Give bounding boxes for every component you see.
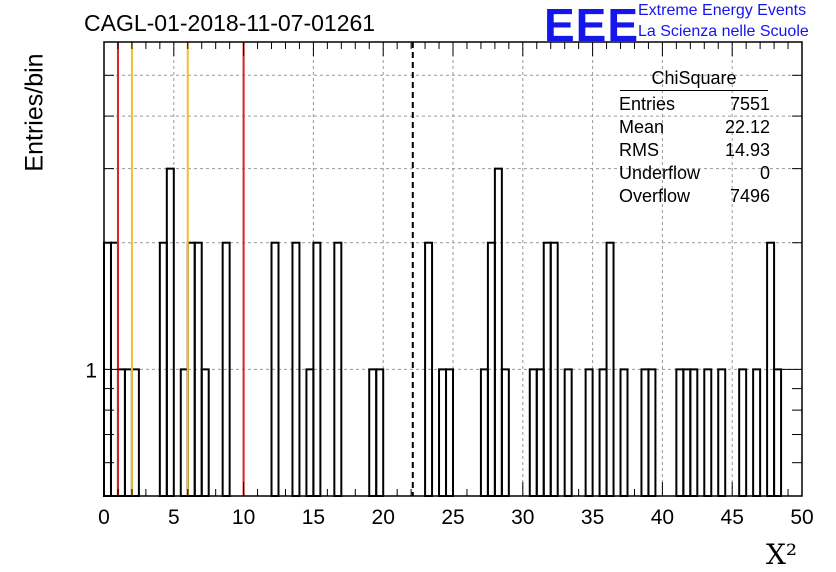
x-tick-label: 10 bbox=[232, 506, 255, 529]
histogram-bin bbox=[738, 368, 748, 497]
histogram-bin bbox=[689, 368, 699, 497]
x-tick-label: 15 bbox=[302, 506, 325, 529]
stats-row: Overflow 7496 bbox=[612, 185, 778, 208]
stats-box: ChiSquare Entries 7551 Mean 22.12 RMS 14.93 Un… bbox=[612, 68, 778, 208]
histogram-bin bbox=[375, 368, 385, 497]
histogram-bin bbox=[130, 368, 140, 497]
stats-label: Overflow bbox=[619, 186, 691, 206]
histogram-bin bbox=[773, 368, 783, 497]
histogram-bin bbox=[165, 167, 175, 497]
stats-row: Entries 7551 bbox=[612, 93, 778, 116]
x-tick-label: 0 bbox=[98, 506, 110, 529]
histogram-bin bbox=[493, 167, 503, 497]
histogram-bin bbox=[703, 368, 713, 497]
stats-value: 14.93 bbox=[724, 140, 770, 160]
histogram-bin bbox=[682, 368, 692, 497]
y-axis-label: Entries/bin bbox=[20, 53, 49, 172]
histogram-bin bbox=[305, 368, 315, 497]
histogram-bin bbox=[500, 368, 510, 497]
histogram-bin bbox=[598, 368, 608, 497]
stats-value: 7551 bbox=[729, 94, 770, 114]
histogram-bin bbox=[200, 368, 210, 497]
stats-title: ChiSquare bbox=[620, 68, 768, 91]
logo-line-2: La Scienza nelle Scuole bbox=[638, 23, 809, 40]
x-tick-label: 50 bbox=[790, 506, 813, 529]
histogram-bin bbox=[528, 368, 538, 497]
logo-line-1: Extreme Energy Events bbox=[638, 2, 807, 19]
stats-value: 0 bbox=[759, 163, 770, 183]
stats-row: Mean 22.12 bbox=[612, 116, 778, 139]
eee-logo: EEE bbox=[544, 0, 640, 51]
histogram-bin bbox=[752, 368, 762, 497]
histogram-bin bbox=[584, 368, 594, 497]
x-tick-label: 5 bbox=[168, 506, 180, 529]
stats-row: RMS 14.93 bbox=[612, 139, 778, 162]
x-tick-label: 30 bbox=[511, 506, 534, 529]
histogram-bin bbox=[717, 368, 727, 497]
histogram-bin bbox=[479, 368, 489, 497]
histogram-bin bbox=[535, 368, 545, 497]
histogram-bin bbox=[179, 368, 189, 497]
stats-label: Underflow bbox=[619, 163, 701, 183]
stats-row: Underflow 0 bbox=[612, 162, 778, 185]
histogram-bin bbox=[116, 368, 126, 497]
stats-value: 7496 bbox=[729, 186, 770, 206]
x-axis-label: X² bbox=[766, 538, 798, 571]
stats-label: RMS bbox=[619, 140, 659, 160]
x-tick-label: 40 bbox=[651, 506, 674, 529]
x-tick-label: 20 bbox=[372, 506, 395, 529]
histogram-bin bbox=[675, 368, 685, 497]
histogram-bin bbox=[563, 368, 573, 497]
histogram-bin bbox=[445, 368, 454, 497]
histogram-bin bbox=[619, 368, 629, 497]
histogram-bin bbox=[647, 368, 657, 497]
stats-label: Mean bbox=[619, 117, 665, 137]
stats-label: Entries bbox=[619, 94, 676, 114]
x-tick-label: 35 bbox=[581, 506, 604, 529]
x-tick-label: 45 bbox=[721, 506, 744, 529]
y-tick-label: 1 bbox=[85, 359, 97, 382]
chart-title: CAGL-01-2018-11-07-01261 bbox=[84, 10, 376, 36]
histogram-bin bbox=[123, 368, 133, 497]
histogram-bin bbox=[438, 368, 448, 497]
stats-value: 22.12 bbox=[724, 117, 770, 137]
stats-rows: Entries 7551 Mean 22.12 RMS 14.93 Underflow 0 Ov… bbox=[612, 93, 778, 208]
histogram-bin bbox=[640, 368, 650, 497]
x-tick-label: 25 bbox=[441, 506, 464, 529]
histogram-bin bbox=[368, 368, 378, 497]
